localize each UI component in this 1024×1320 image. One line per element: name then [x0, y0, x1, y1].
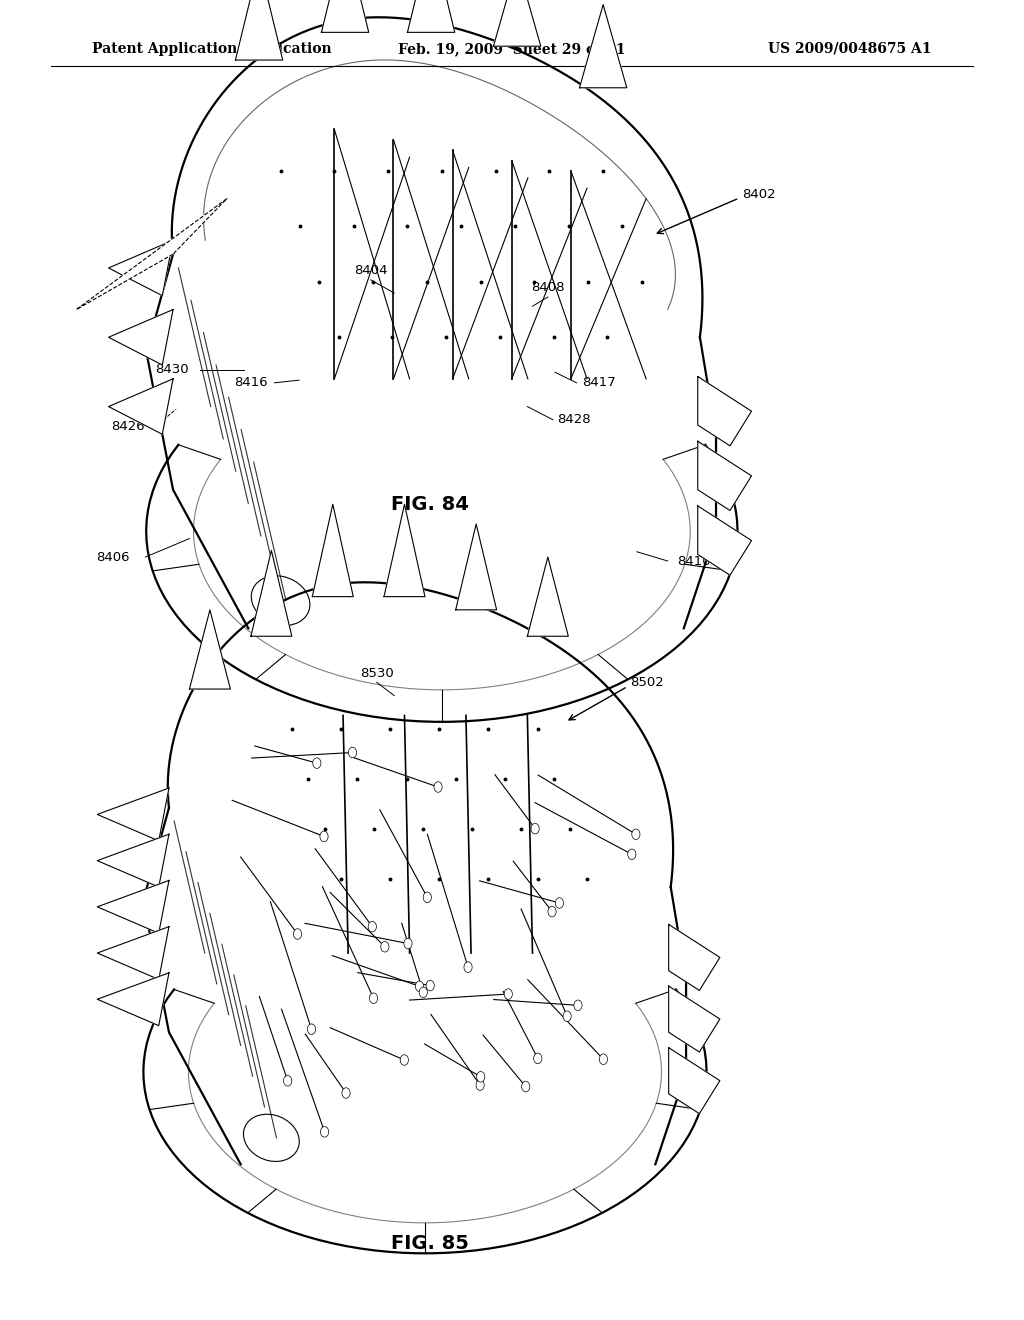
Ellipse shape: [476, 1072, 484, 1082]
Polygon shape: [97, 973, 169, 1026]
Polygon shape: [697, 506, 752, 576]
Ellipse shape: [599, 1053, 607, 1064]
Text: 8402: 8402: [742, 187, 776, 201]
Polygon shape: [697, 441, 752, 511]
Text: 8530: 8530: [360, 667, 393, 680]
Polygon shape: [408, 0, 455, 32]
Polygon shape: [527, 557, 568, 636]
Polygon shape: [109, 310, 173, 364]
Text: 8428: 8428: [557, 413, 590, 426]
Text: 8502: 8502: [630, 676, 664, 689]
Ellipse shape: [307, 1024, 315, 1035]
Ellipse shape: [521, 1081, 529, 1092]
Polygon shape: [236, 0, 283, 59]
Polygon shape: [384, 504, 425, 597]
Ellipse shape: [628, 849, 636, 859]
Text: US 2009/0048675 A1: US 2009/0048675 A1: [768, 42, 932, 55]
Ellipse shape: [419, 987, 427, 998]
Polygon shape: [109, 240, 173, 296]
Text: FIG. 85: FIG. 85: [391, 1234, 469, 1253]
Text: 8408: 8408: [531, 281, 564, 294]
Polygon shape: [97, 880, 169, 933]
Polygon shape: [580, 5, 627, 87]
Ellipse shape: [342, 1088, 350, 1098]
Ellipse shape: [284, 1076, 292, 1086]
Polygon shape: [97, 927, 169, 979]
Text: FIG. 84: FIG. 84: [391, 495, 469, 513]
Ellipse shape: [416, 981, 424, 991]
Ellipse shape: [434, 781, 442, 792]
Ellipse shape: [555, 898, 563, 908]
Ellipse shape: [476, 1080, 484, 1090]
Text: 8426: 8426: [112, 420, 144, 433]
Polygon shape: [669, 986, 720, 1052]
Text: Feb. 19, 2009  Sheet 29 of 31: Feb. 19, 2009 Sheet 29 of 31: [398, 42, 626, 55]
Ellipse shape: [381, 941, 389, 952]
Ellipse shape: [370, 993, 378, 1003]
Text: 8404: 8404: [354, 264, 387, 277]
Ellipse shape: [319, 832, 328, 842]
Polygon shape: [97, 834, 169, 887]
Ellipse shape: [504, 989, 512, 999]
Text: 8406: 8406: [96, 550, 129, 564]
Ellipse shape: [321, 1126, 329, 1137]
Polygon shape: [109, 379, 173, 434]
Text: 8430: 8430: [156, 363, 188, 376]
Ellipse shape: [534, 1053, 542, 1064]
Polygon shape: [322, 0, 369, 32]
Polygon shape: [189, 610, 230, 689]
Polygon shape: [251, 550, 292, 636]
Polygon shape: [669, 1048, 720, 1114]
Ellipse shape: [423, 892, 431, 903]
Polygon shape: [312, 504, 353, 597]
Text: 8417: 8417: [583, 376, 615, 389]
Text: 8410: 8410: [678, 554, 711, 568]
Polygon shape: [97, 788, 169, 841]
Polygon shape: [669, 924, 720, 990]
Ellipse shape: [400, 1055, 409, 1065]
Ellipse shape: [573, 1001, 582, 1011]
Ellipse shape: [632, 829, 640, 840]
Ellipse shape: [548, 907, 556, 917]
Polygon shape: [697, 376, 752, 446]
Ellipse shape: [403, 939, 412, 949]
Ellipse shape: [294, 929, 302, 940]
Text: 8416: 8416: [234, 376, 267, 389]
Ellipse shape: [369, 921, 377, 932]
Ellipse shape: [464, 962, 472, 973]
Ellipse shape: [563, 1011, 571, 1022]
Polygon shape: [77, 198, 227, 310]
Polygon shape: [456, 524, 497, 610]
Ellipse shape: [312, 758, 321, 768]
Ellipse shape: [531, 824, 540, 834]
Polygon shape: [494, 0, 541, 46]
Ellipse shape: [426, 981, 434, 991]
Text: Patent Application Publication: Patent Application Publication: [92, 42, 332, 55]
Ellipse shape: [348, 747, 356, 758]
